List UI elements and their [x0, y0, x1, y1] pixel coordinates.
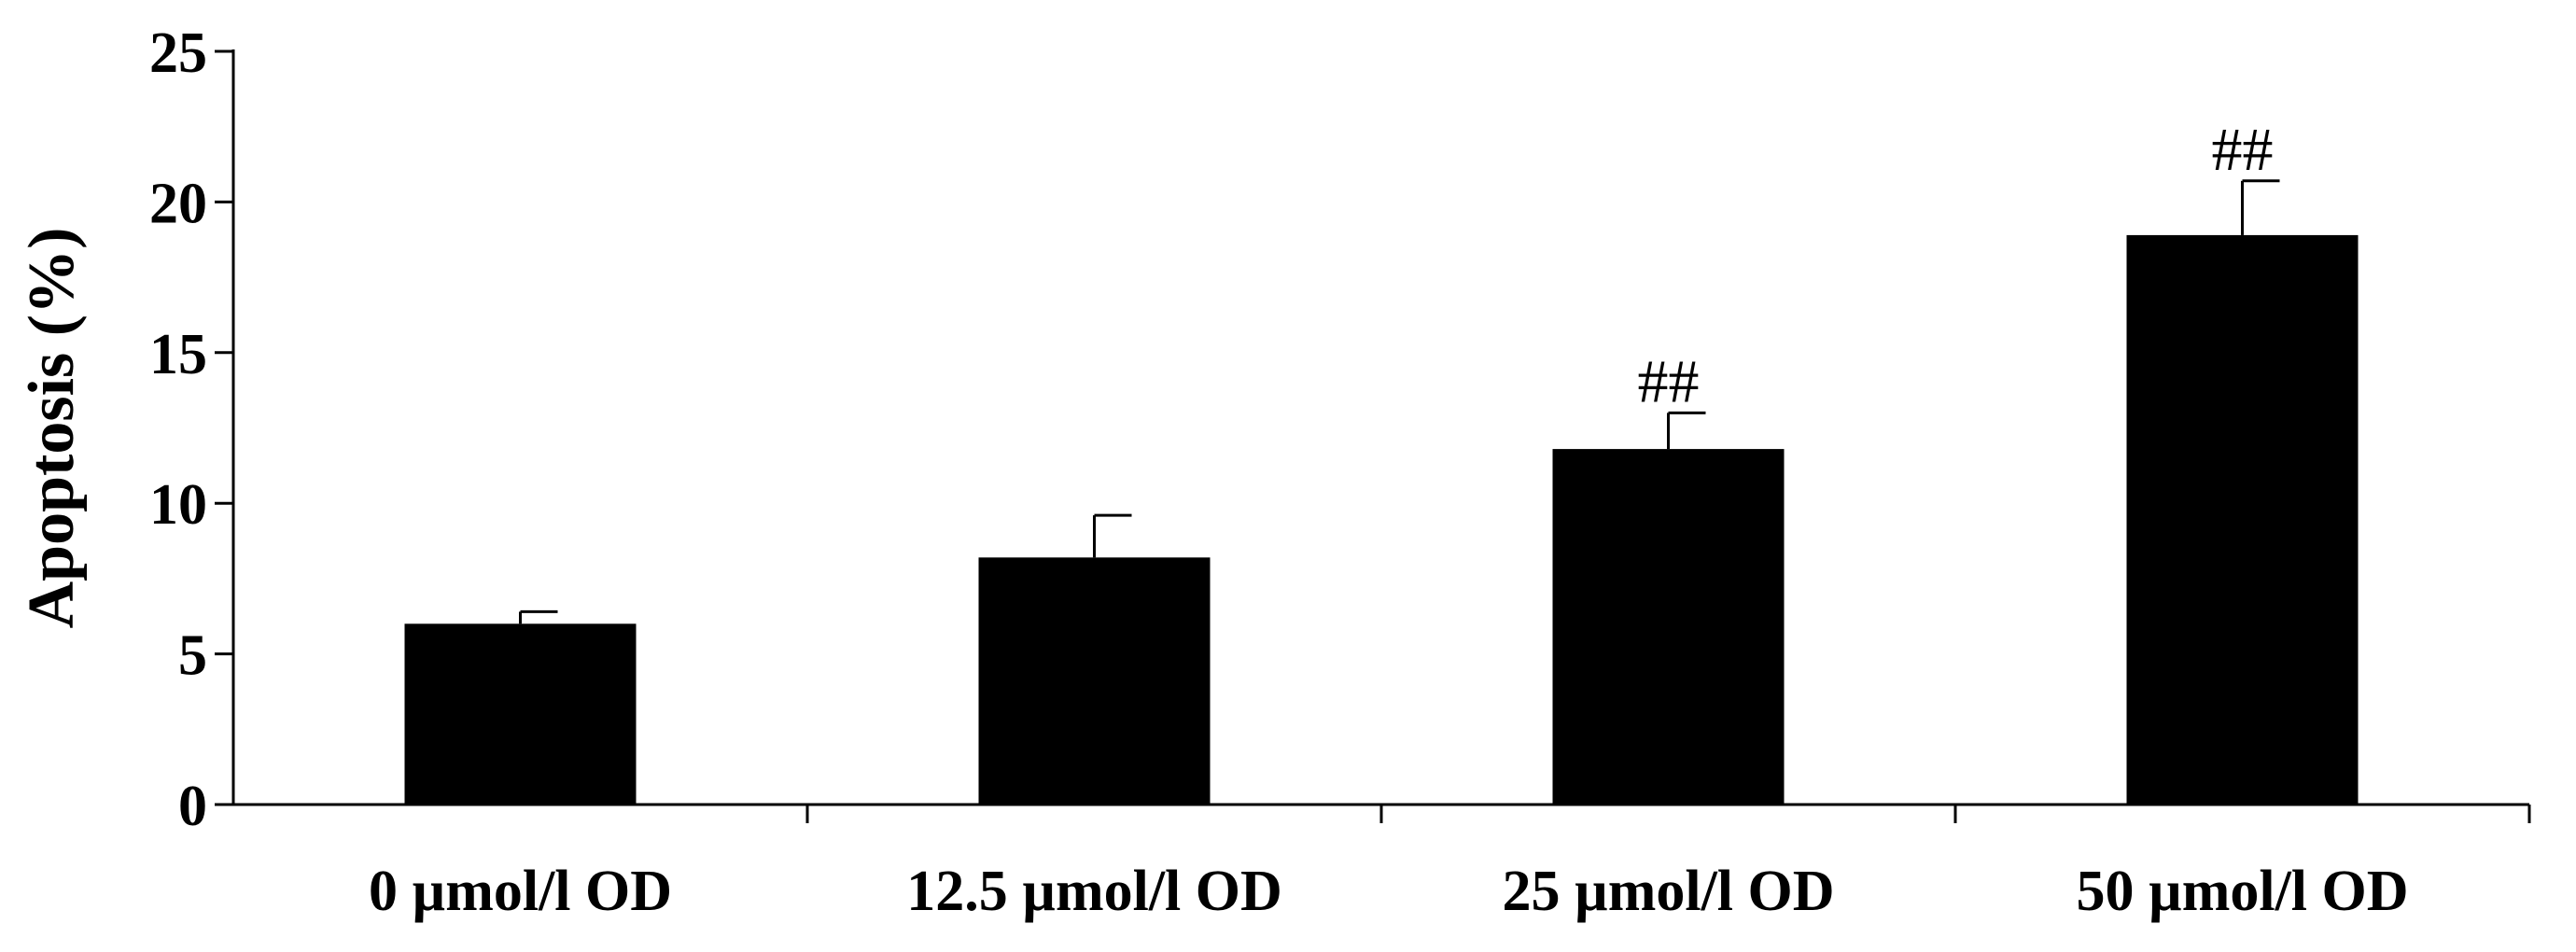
y-tick-label: 10: [149, 473, 207, 537]
bar: [404, 623, 637, 805]
significance-label: ##: [2212, 116, 2274, 184]
bar: [978, 557, 1211, 805]
significance-label: ##: [1638, 347, 1700, 415]
y-tick-label: 0: [178, 775, 207, 838]
bar: [2126, 234, 2359, 805]
x-tick-label: 25 µmol/l OD: [1502, 860, 1834, 923]
y-tick-label: 25: [149, 21, 207, 85]
y-tick-label: 15: [149, 323, 207, 386]
ticks-group: [215, 49, 2531, 823]
y-tick-label: 20: [149, 172, 207, 235]
y-tick-label: 5: [178, 624, 207, 688]
labels-group: 0 5 10 15 20 25 0 µmol/l OD 12.5 µmol/l OD ## 25 …: [149, 21, 2409, 923]
x-tick-label: 0 µmol/l OD: [369, 860, 672, 923]
x-tick-label: 12.5 µmol/l OD: [906, 860, 1282, 923]
bars-group: [404, 179, 2359, 805]
bar: [1552, 449, 1785, 805]
x-tick-label: 50 µmol/l OD: [2076, 860, 2408, 923]
y-axis-title-group: Apoptosis (%): [16, 228, 88, 629]
y-axis-title: Apoptosis (%): [16, 228, 88, 629]
